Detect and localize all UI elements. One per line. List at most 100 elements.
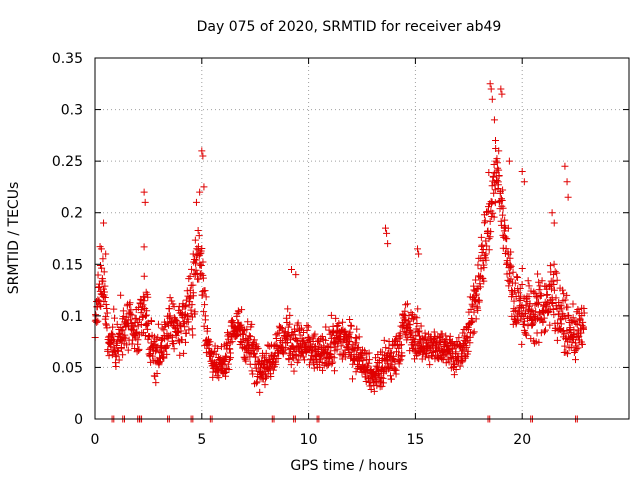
data-point	[529, 319, 537, 327]
data-point	[543, 291, 551, 299]
data-point	[426, 361, 434, 369]
data-point	[292, 352, 300, 360]
data-point	[417, 322, 425, 330]
data-point	[396, 341, 404, 349]
data-point	[100, 219, 108, 227]
data-point	[299, 353, 307, 361]
data-point	[408, 329, 416, 337]
data-point	[327, 344, 335, 352]
data-point	[189, 281, 197, 289]
data-point	[119, 351, 127, 359]
data-point	[221, 352, 229, 360]
data-point	[99, 285, 107, 293]
data-point	[474, 306, 482, 314]
data-point	[102, 250, 110, 258]
data-point	[197, 270, 205, 278]
data-point	[365, 349, 373, 357]
data-point	[109, 323, 117, 331]
data-point	[112, 362, 120, 370]
data-point	[339, 338, 347, 346]
data-point	[402, 301, 410, 309]
data-point	[406, 330, 414, 338]
data-point	[151, 340, 159, 348]
data-point	[285, 349, 293, 357]
data-point	[549, 306, 557, 314]
x-tick-label: 10	[300, 432, 318, 448]
data-point	[574, 344, 582, 352]
data-point	[467, 319, 475, 327]
data-point	[558, 305, 566, 313]
data-point	[184, 318, 192, 326]
y-tick-label: 0.35	[52, 51, 83, 67]
data-point	[250, 349, 258, 357]
data-point	[561, 296, 569, 304]
data-point	[438, 355, 446, 363]
data-point	[293, 336, 301, 344]
data-point	[323, 362, 331, 370]
data-point	[113, 320, 121, 328]
data-point	[520, 178, 528, 186]
data-point	[350, 356, 358, 364]
data-point	[468, 300, 476, 308]
data-point	[305, 361, 313, 369]
data-point	[126, 316, 134, 324]
data-point	[353, 325, 361, 333]
data-point	[501, 216, 509, 224]
data-point	[477, 233, 485, 241]
data-point	[472, 276, 480, 284]
data-point	[225, 366, 233, 374]
data-point	[236, 322, 244, 330]
data-point	[561, 162, 569, 170]
data-point	[288, 265, 296, 273]
data-point	[189, 250, 197, 258]
data-point	[488, 198, 496, 206]
data-point	[494, 164, 502, 172]
data-point	[272, 335, 280, 343]
data-point	[475, 296, 483, 304]
data-point	[267, 373, 275, 381]
data-point	[522, 331, 530, 339]
data-point	[479, 246, 487, 254]
data-point	[543, 290, 551, 298]
data-point	[184, 312, 192, 320]
data-point	[478, 241, 486, 249]
data-point	[190, 270, 198, 278]
data-point	[574, 305, 582, 313]
data-point	[141, 312, 149, 320]
data-point	[446, 332, 454, 340]
data-point	[206, 338, 214, 346]
data-point	[232, 332, 240, 340]
data-point	[550, 260, 558, 268]
data-point	[505, 282, 513, 290]
data-point	[261, 381, 269, 389]
data-point	[198, 245, 206, 253]
data-point	[139, 293, 147, 301]
data-point	[392, 366, 400, 374]
data-point	[487, 200, 495, 208]
data-point	[470, 308, 478, 316]
data-point	[530, 288, 538, 296]
data-point	[452, 366, 460, 374]
data-point	[282, 314, 290, 322]
data-point	[510, 297, 518, 305]
data-point	[152, 335, 160, 343]
data-point	[397, 341, 405, 349]
data-point	[149, 352, 157, 360]
data-point	[562, 348, 570, 356]
data-point	[158, 349, 166, 357]
data-point	[387, 375, 395, 383]
data-point	[374, 370, 382, 378]
data-point	[183, 287, 191, 295]
data-point	[170, 345, 178, 353]
data-point	[168, 297, 176, 305]
data-point	[198, 147, 206, 155]
data-point	[319, 366, 327, 374]
data-point	[97, 303, 105, 311]
data-point	[248, 320, 256, 328]
data-point	[571, 356, 579, 364]
data-point	[101, 282, 109, 290]
data-point	[180, 349, 188, 357]
data-point	[513, 273, 521, 281]
data-point	[252, 353, 260, 361]
